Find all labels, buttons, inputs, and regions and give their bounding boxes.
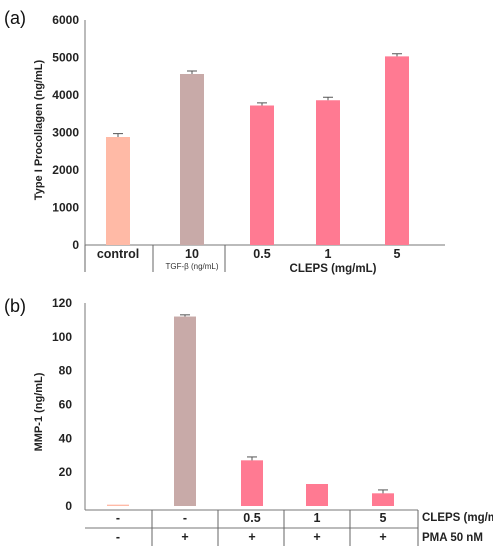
chart-b-row-cell: + <box>181 530 188 544</box>
chart-a-y-tick-label: 6000 <box>52 13 79 27</box>
chart-b-y-axis-label: MMP-1 (ng/mL) <box>33 372 45 451</box>
chart-b-y-tick-label: 60 <box>59 398 73 412</box>
chart-a-x-tick-label: 1 <box>325 247 332 261</box>
chart-b-y-tick-label: 0 <box>65 499 72 513</box>
chart-a-y-tick-label: 4000 <box>52 88 79 102</box>
chart-b-row-cell: + <box>379 530 386 544</box>
chart-a-group-label: CLEPS (mg/mL) <box>290 263 377 275</box>
chart-b-row-cell: 5 <box>380 511 387 525</box>
chart-b-y-tick-label: 100 <box>52 330 72 344</box>
chart-b-row-cell: + <box>248 530 255 544</box>
chart-a-x-tick-label: 0.5 <box>253 247 270 261</box>
chart-b-row-label: CLEPS (mg/mL) <box>422 512 493 524</box>
chart-b-y-tick-label: 40 <box>59 431 73 445</box>
chart-a-y-tick-label: 5000 <box>52 51 79 65</box>
chart-a-x-tick-label: 5 <box>394 247 401 261</box>
chart-a-bar <box>106 137 130 245</box>
chart-b-bar <box>306 484 328 506</box>
chart-b-row-cell: 0.5 <box>243 511 260 525</box>
chart-a-x-tick-sublabel: TGF-β (ng/mL) <box>165 262 218 271</box>
chart-a-x-tick-label: 10 <box>185 247 199 261</box>
chart-a-y-tick-label: 2000 <box>52 163 79 177</box>
chart-b-row-cell: - <box>116 530 120 544</box>
chart-b-bar <box>241 460 263 506</box>
chart-b-row-label: PMA 50 nM <box>422 532 483 544</box>
chart-a-y-tick-label: 1000 <box>52 201 79 215</box>
chart-a-bar <box>180 74 204 245</box>
chart-a-y-tick-label: 0 <box>72 238 79 252</box>
panel-a-label: (a) <box>4 8 26 28</box>
chart-b-bar <box>107 504 129 506</box>
chart-b-bar <box>372 493 394 506</box>
chart-b: 0 20 40 60 80 100 120 - - 0.5 1 5 - + + + + CLEPS (mg/m… <box>52 296 493 546</box>
chart-b-row-cell: 1 <box>314 511 321 525</box>
chart-a-bar <box>385 56 409 245</box>
chart-a-bar <box>250 105 274 245</box>
chart-b-row-cell: - <box>183 511 187 525</box>
chart-b-row-cell: - <box>116 511 120 525</box>
chart-b-bar <box>174 316 196 506</box>
chart-b-row-cell: + <box>313 530 320 544</box>
chart-a-y-axis-label: Type I Procollagen (ng/mL) <box>33 59 45 200</box>
panel-b-label: (b) <box>4 296 26 316</box>
chart-a-bar <box>316 100 340 245</box>
chart-a: 0 1000 2000 3000 4000 5000 6000 control 10TGF-β… <box>52 13 445 275</box>
chart-b-y-tick-label: 120 <box>52 296 72 310</box>
chart-a-y-tick-label: 3000 <box>52 126 79 140</box>
chart-b-y-tick-label: 20 <box>59 465 73 479</box>
chart-a-x-tick-label: control <box>97 247 139 261</box>
chart-b-y-tick-label: 80 <box>59 364 73 378</box>
